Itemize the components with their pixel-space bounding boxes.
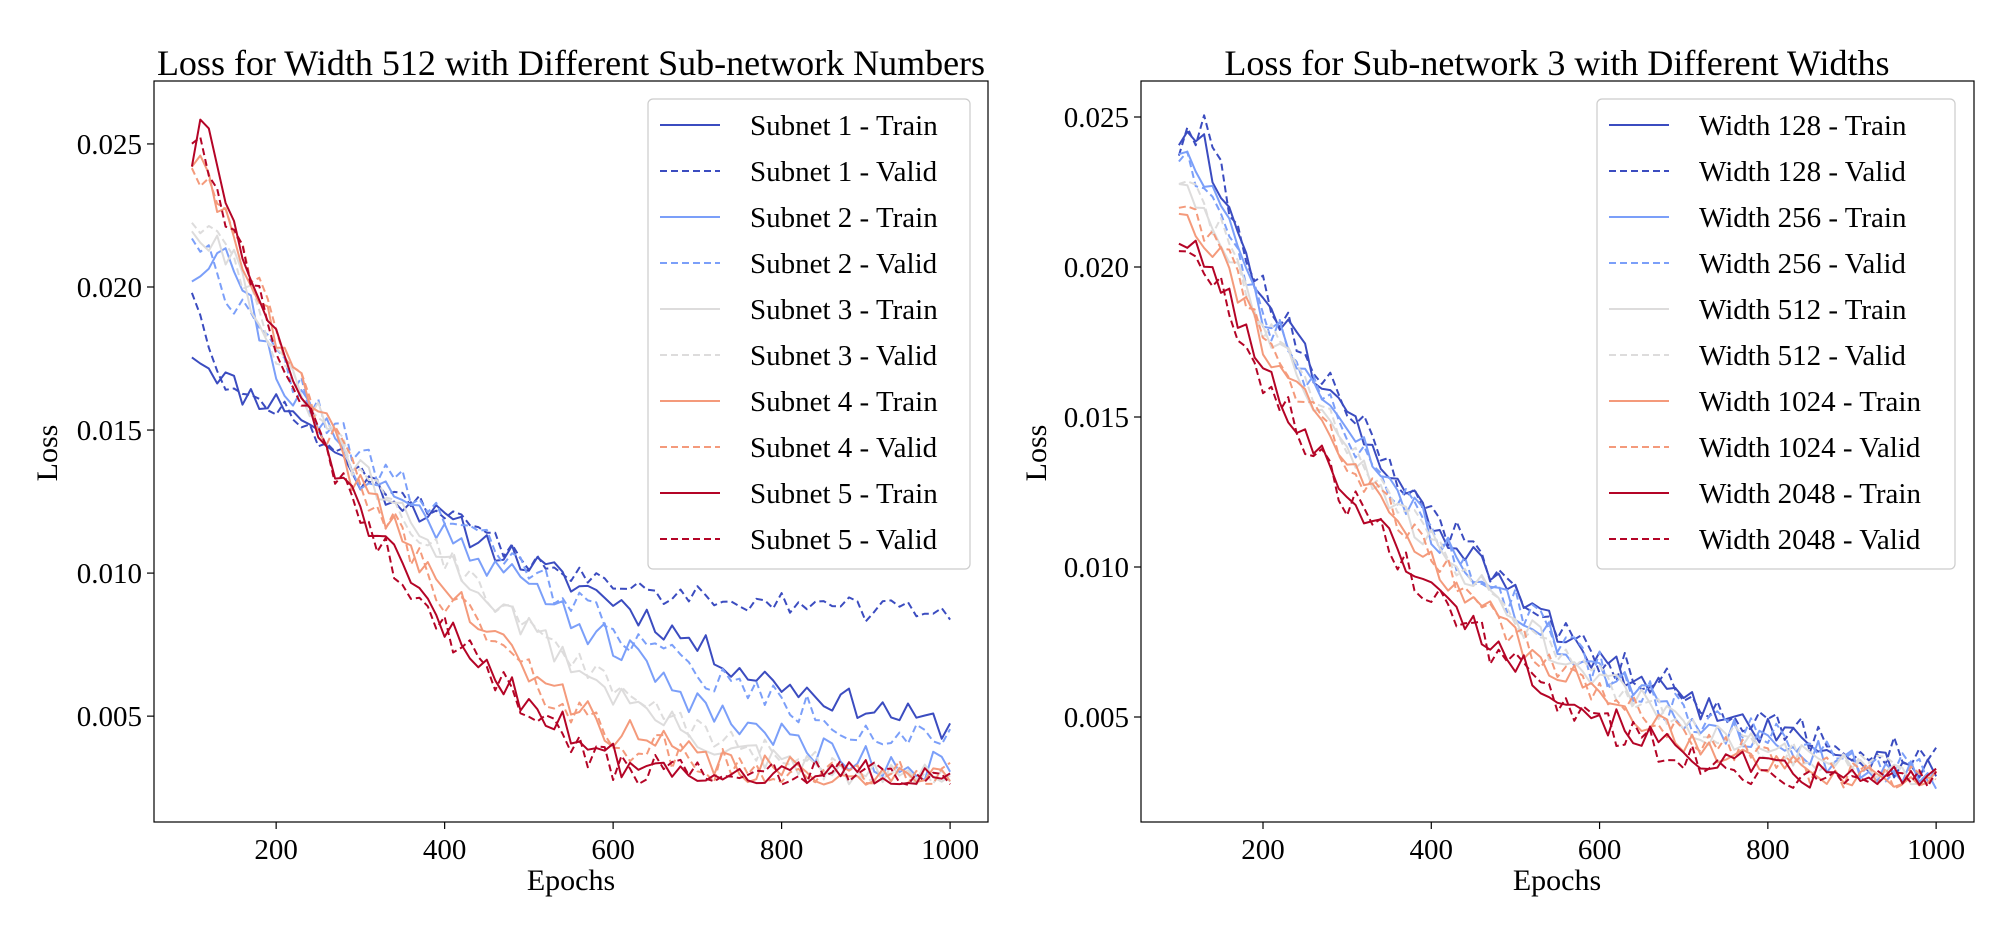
legend-label: Width 128 - Valid: [1699, 156, 1906, 188]
series-line-subnet-4-valid: [190, 167, 951, 785]
legend-label: Subnet 4 - Valid: [750, 432, 938, 464]
x-tick-label: 800: [1746, 834, 1790, 866]
left-legend: Subnet 1 - Train Subnet 1 - Valid Subnet 2…: [647, 98, 971, 570]
legend-label: Width 256 - Valid: [1699, 248, 1906, 280]
legend-label: Subnet 5 - Train: [750, 478, 938, 510]
series-line-width-512-valid: [1178, 180, 1937, 786]
legend-label: Subnet 3 - Train: [750, 294, 938, 326]
legend-label: Width 512 - Valid: [1699, 340, 1906, 372]
legend-label: Subnet 4 - Train: [750, 386, 938, 418]
legend-label: Width 128 - Train: [1699, 110, 1907, 142]
series-line-width-1024-train: [1178, 212, 1937, 788]
left-chart-panel: Loss for Width 512 with Different Sub-ne…: [31, 43, 989, 897]
y-tick-label: 0.020: [77, 272, 142, 304]
left-series-lines: [190, 118, 951, 786]
y-tick-label: 0.015: [1064, 402, 1129, 434]
x-tick-label: 200: [254, 834, 298, 866]
left-axis-ticks: 200 400 600 800 1000 0.005 0.010 0.015 0.020 0.02…: [77, 129, 979, 866]
y-tick-label: 0.010: [77, 558, 142, 590]
left-x-axis-label: Epochs: [527, 864, 615, 897]
legend-label: Subnet 2 - Train: [750, 202, 938, 234]
x-tick-label: 400: [1410, 834, 1454, 866]
x-tick-label: 1000: [1907, 834, 1965, 866]
series-line-subnet-1-valid: [190, 292, 951, 623]
legend-label: Width 1024 - Valid: [1699, 432, 1921, 464]
left-chart-title: Loss for Width 512 with Different Sub-ne…: [157, 43, 985, 83]
x-tick-label: 400: [423, 834, 467, 866]
series-line-width-128-train: [1178, 130, 1937, 779]
series-line-subnet-5-valid: [191, 136, 951, 786]
series-line-width-512-train: [1178, 183, 1937, 786]
right-x-axis-label: Epochs: [1513, 864, 1601, 897]
x-tick-label: 600: [591, 834, 635, 866]
right-y-axis-label: Loss: [1020, 425, 1053, 482]
series-line-width-256-train: [1178, 150, 1937, 790]
y-tick-label: 0.010: [1064, 552, 1129, 584]
right-chart-panel: Loss for Sub-network 3 with Different Wi…: [1020, 43, 1975, 897]
legend-label: Width 2048 - Valid: [1699, 524, 1921, 556]
y-tick-label: 0.015: [77, 415, 142, 447]
left-y-axis-label: Loss: [31, 425, 64, 482]
y-tick-label: 0.020: [1064, 252, 1129, 284]
x-tick-label: 800: [760, 834, 804, 866]
series-line-subnet-4-train: [191, 154, 951, 786]
legend-box: [647, 98, 971, 570]
y-tick-label: 0.005: [1064, 702, 1129, 734]
y-tick-label: 0.025: [77, 129, 142, 161]
left-plot-frame: [153, 80, 989, 823]
legend-label: Width 2048 - Train: [1699, 478, 1921, 510]
right-plot-frame: [1140, 80, 1975, 823]
series-line-width-2048-valid: [1178, 250, 1937, 789]
series-line-subnet-3-valid: [191, 222, 951, 786]
right-chart-title: Loss for Sub-network 3 with Different Wi…: [1224, 43, 1889, 83]
legend-box: [1596, 98, 1956, 570]
legend-label: Subnet 5 - Valid: [750, 524, 938, 556]
series-line-subnet-2-valid: [191, 237, 951, 746]
legend-label: Subnet 1 - Valid: [750, 156, 938, 188]
x-tick-label: 1000: [921, 834, 979, 866]
y-tick-label: 0.005: [77, 701, 142, 733]
series-line-width-1024-valid: [1178, 205, 1937, 790]
series-line-width-256-valid: [1178, 150, 1937, 783]
legend-label: Width 1024 - Train: [1699, 386, 1921, 418]
legend-label: Width 256 - Train: [1699, 202, 1907, 234]
legend-label: Width 512 - Train: [1699, 294, 1907, 326]
right-axis-ticks: 200 400 600 800 1000 0.005 0.010 0.015 0.020 0.02…: [1064, 102, 1965, 866]
legend-label: Subnet 1 - Train: [750, 110, 938, 142]
y-tick-label: 0.025: [1064, 102, 1129, 134]
right-series-lines: [1177, 114, 1937, 790]
x-tick-label: 200: [1241, 834, 1285, 866]
legend-label: Subnet 2 - Valid: [750, 248, 938, 280]
right-legend: Width 128 - Train Width 128 - Valid Width …: [1596, 98, 1956, 570]
series-line-width-2048-train: [1178, 239, 1937, 789]
legend-label: Subnet 3 - Valid: [750, 340, 938, 372]
x-tick-label: 600: [1578, 834, 1622, 866]
